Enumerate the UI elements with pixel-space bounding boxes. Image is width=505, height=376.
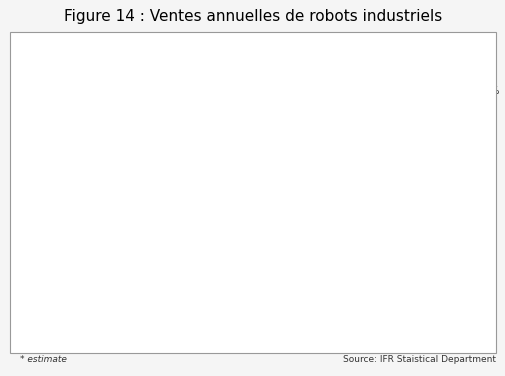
Text: Figure 14 : Ventes annuelles de robots industriels: Figure 14 : Ventes annuelles de robots i… xyxy=(64,9,441,24)
Text: Source: IFR Staistical Department: Source: IFR Staistical Department xyxy=(342,355,495,364)
Title: Worldwide annual supply of industrial robots
2003 - 2013: Worldwide annual supply of industrial ro… xyxy=(104,49,442,79)
Bar xyxy=(411,111,437,310)
Text: +5%: +5% xyxy=(475,86,498,97)
Y-axis label: 1000 of units: 1000 of units xyxy=(25,165,35,229)
Bar xyxy=(222,167,247,310)
Bar xyxy=(297,235,323,310)
Bar xyxy=(184,171,210,310)
Bar xyxy=(71,210,96,310)
Bar xyxy=(335,160,362,310)
Bar xyxy=(373,102,399,310)
Bar xyxy=(449,100,475,310)
Bar xyxy=(260,168,286,310)
Bar xyxy=(146,160,172,310)
Text: * estimate: * estimate xyxy=(20,355,67,364)
Bar xyxy=(108,189,134,310)
